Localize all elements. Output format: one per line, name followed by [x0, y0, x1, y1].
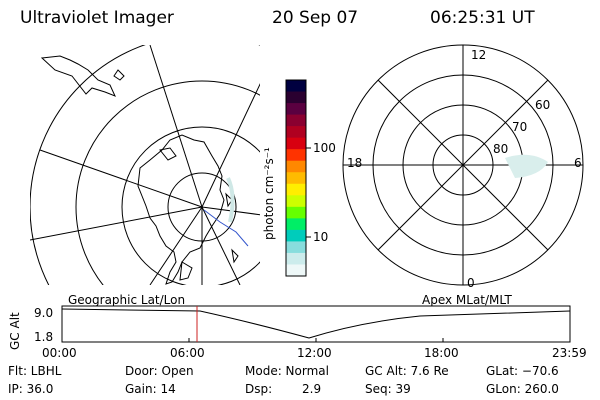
aurora-trace-map [226, 177, 235, 223]
timeline-plot [61, 305, 571, 343]
app-title: Ultraviolet Imager [20, 8, 174, 28]
color-bar-frame [285, 79, 307, 277]
mlat-label-80: 80 [493, 142, 509, 156]
mode-info: Mode: Normal [245, 364, 329, 378]
x-tick-0000: 00:00 [42, 346, 77, 360]
geographic-map-panel [30, 45, 260, 285]
x-tick-1200: 12:00 [297, 346, 332, 360]
glat-info: GLat: −70.6 [486, 364, 559, 378]
color-bar-segment [286, 172, 306, 185]
color-bar-segment [286, 195, 306, 208]
time-label: 06:25:31 UT [430, 8, 535, 28]
color-bar-segment [286, 218, 306, 231]
colorbar-label-100: 100 [313, 141, 336, 155]
dsp-value: 2.9 [302, 382, 322, 396]
glon-info: GLon: 260.0 [486, 382, 559, 396]
color-bar-segment [286, 183, 306, 196]
color-bar [286, 80, 306, 277]
gc-alt-info: GC Alt: 7.6 Re [365, 364, 449, 378]
color-bar-segment [286, 80, 306, 93]
color-bar-segment [286, 103, 306, 116]
mlt-label-12: 12 [471, 48, 487, 62]
y-tick-1.8: 1.8 [34, 330, 54, 344]
mlat-label-70: 70 [512, 120, 528, 134]
color-bar-segment [286, 229, 306, 242]
color-bar-segment [286, 91, 306, 104]
color-bar-segment [286, 160, 306, 173]
colorbar-label-10: 10 [313, 230, 329, 244]
filter-info: Flt: LBHL [8, 364, 62, 378]
color-bar-segment [286, 137, 306, 150]
gain-info: Gain: 14 [125, 382, 176, 396]
mlt-label-18: 18 [347, 156, 363, 170]
mlt-label-6: 6 [574, 156, 582, 170]
color-bar-segment [286, 126, 306, 139]
aurora-oval [505, 154, 548, 178]
y-tick-9: 9.0 [34, 306, 54, 320]
color-bar-segment [286, 264, 306, 277]
geographic-label: Geographic Lat/Lon [68, 293, 186, 307]
color-bar-segment [286, 149, 306, 162]
ip-info: IP: 36.0 [8, 382, 54, 396]
color-bar-segment [286, 114, 306, 127]
date-label: 20 Sep 07 [272, 8, 359, 28]
mlat-label-60: 60 [535, 98, 551, 112]
apex-label: Apex MLat/MLT [422, 293, 512, 307]
mlt-label-0: 0 [467, 276, 475, 290]
dsp-label: Dsp: [245, 382, 273, 396]
color-bar-segment [286, 241, 306, 254]
colorbar-unit-label: photon cm⁻²s⁻¹ [262, 147, 276, 240]
polar-plot [342, 44, 584, 286]
orbit-track [203, 209, 249, 247]
x-tick-1800: 18:00 [424, 346, 459, 360]
seq-info: Seq: 39 [365, 382, 411, 396]
x-tick-0600: 06:00 [170, 346, 205, 360]
x-tick-2359: 23:59 [552, 346, 587, 360]
gc-alt-axis-title: GC Alt [8, 312, 22, 350]
color-bar-segment [286, 252, 306, 265]
door-info: Door: Open [125, 364, 194, 378]
color-bar-segment [286, 206, 306, 219]
